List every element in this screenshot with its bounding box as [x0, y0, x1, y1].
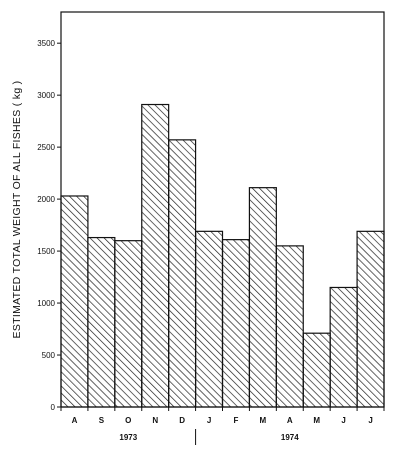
x-category-label: F — [234, 416, 239, 425]
bar-9 — [275, 245, 304, 408]
x-category-label: J — [207, 416, 211, 425]
y-tick-label: 2000 — [37, 195, 55, 204]
y-tick-label: 0 — [51, 403, 56, 412]
bar-6 — [194, 230, 224, 408]
x-category-label: J — [341, 416, 345, 425]
x-category-label: N — [152, 416, 158, 425]
year-label: 1973 — [119, 433, 137, 442]
x-category-label: M — [313, 416, 320, 425]
bar-3 — [114, 240, 143, 408]
bar-1 — [60, 195, 89, 408]
x-category-label: J — [368, 416, 372, 425]
year-label: 1974 — [281, 433, 299, 442]
bar-5 — [168, 139, 197, 408]
year-groups: 1973 1974 — [119, 429, 299, 445]
y-tick-label: 1000 — [37, 299, 55, 308]
x-category-label: S — [99, 416, 105, 425]
bar-4 — [141, 103, 170, 408]
bars-group — [60, 103, 385, 408]
y-axis: 0 500 1000 1500 2000 2500 3000 3500 — [37, 39, 61, 412]
x-category-label: M — [260, 416, 267, 425]
y-tick-label: 3500 — [37, 39, 55, 48]
bar-10 — [302, 332, 331, 408]
bar-8 — [248, 187, 277, 408]
y-tick-label: 3000 — [37, 91, 55, 100]
y-tick-label: 500 — [42, 351, 56, 360]
x-category-label: A — [72, 416, 78, 425]
y-tick-label: 1500 — [37, 247, 55, 256]
x-category-label: A — [287, 416, 293, 425]
y-axis-label: ESTIMATED TOTAL WEIGHT OF ALL FISHES ( k… — [11, 81, 23, 339]
bar-2 — [87, 236, 116, 408]
x-category-label: D — [179, 416, 185, 425]
bar-7 — [221, 239, 251, 408]
y-tick-label: 2500 — [37, 143, 55, 152]
bar-11 — [329, 286, 358, 408]
x-category-label: O — [125, 416, 131, 425]
bar-12 — [356, 230, 385, 408]
